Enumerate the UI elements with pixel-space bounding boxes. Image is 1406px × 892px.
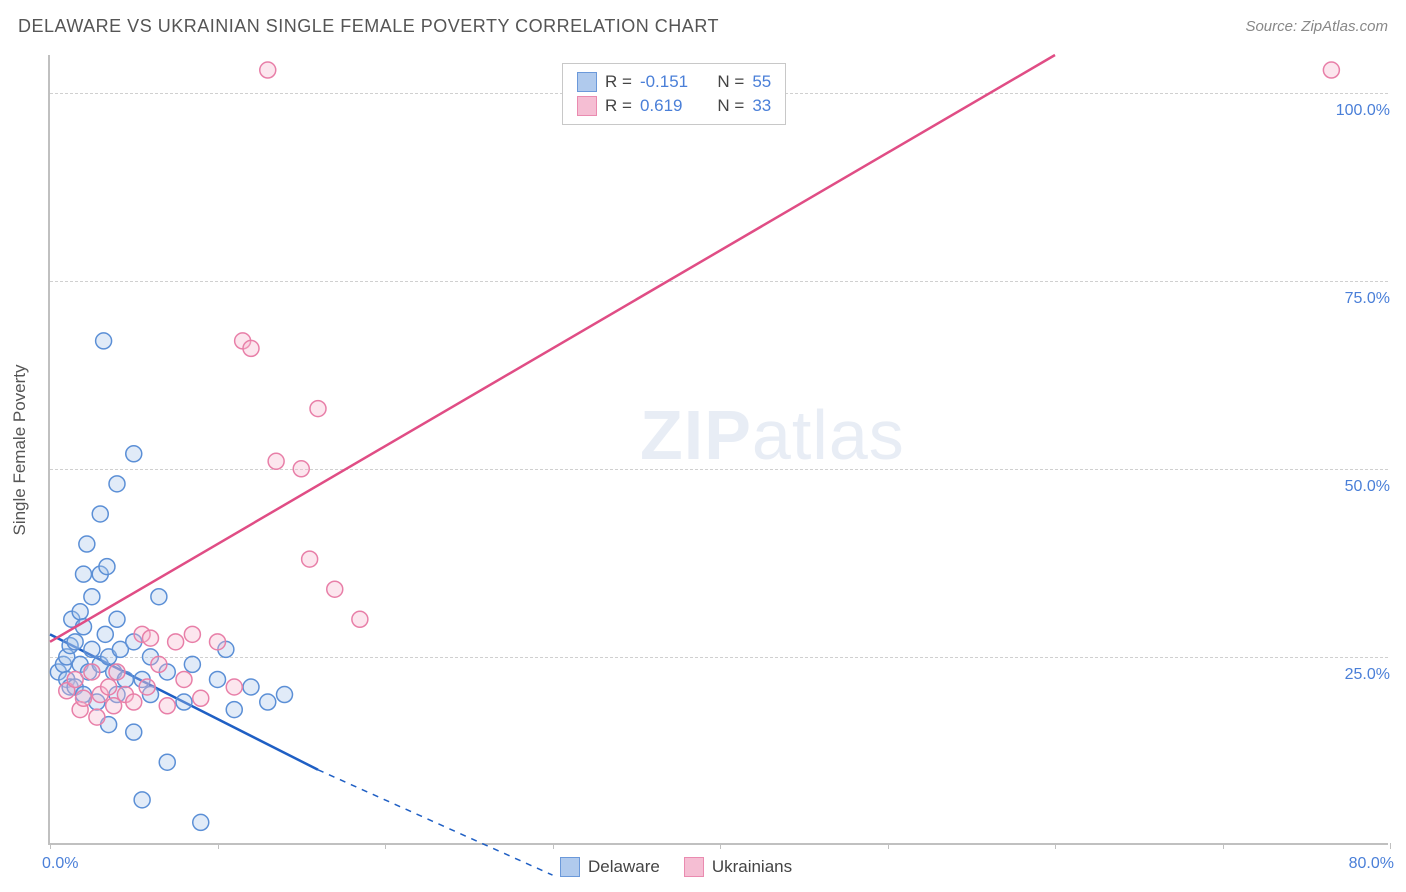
stat-n-label: N = [708,72,744,92]
data-point [184,656,200,672]
data-point [243,340,259,356]
data-point [67,634,83,650]
stat-r-label: R = [605,72,632,92]
data-point [67,671,83,687]
legend-swatch [577,72,597,92]
data-point [310,401,326,417]
data-point [159,698,175,714]
x-tick [1390,843,1391,849]
data-point [268,453,284,469]
correlation-legend: R = -0.151 N = 55R = 0.619 N = 33 [562,63,786,125]
legend-swatch [560,857,580,877]
stat-n-value: 33 [752,96,771,116]
series-name: Ukrainians [712,857,792,877]
data-point [193,690,209,706]
source-label: Source: ZipAtlas.com [1245,18,1388,35]
series-name: Delaware [588,857,660,877]
y-axis-label: Single Female Poverty [10,364,30,535]
series-legend-item: Ukrainians [684,857,792,877]
legend-swatch [577,96,597,116]
data-point [226,702,242,718]
x-tick [218,843,219,849]
data-point [302,551,318,567]
chart-title: DELAWARE VS UKRAINIAN SINGLE FEMALE POVE… [18,16,719,37]
x-tick [1055,843,1056,849]
x-tick [1223,843,1224,849]
data-point [126,694,142,710]
plot-box: 25.0%50.0%75.0%100.0% ZIPatlas R = -0.15… [48,55,1388,845]
legend-swatch [684,857,704,877]
x-tick [50,843,51,849]
data-point [352,611,368,627]
data-point [143,630,159,646]
data-point [260,62,276,78]
data-point [243,679,259,695]
data-point [109,664,125,680]
legend-stat-row: R = 0.619 N = 33 [577,94,771,118]
trend-line [50,55,1055,642]
data-point [134,792,150,808]
data-point [139,679,155,695]
data-point [76,566,92,582]
data-point [84,641,100,657]
x-tick [720,843,721,849]
data-point [89,709,105,725]
data-point [109,476,125,492]
data-point [99,559,115,575]
trend-line-extrapolated [318,770,553,875]
scatter-plot [50,55,1388,843]
data-point [184,626,200,642]
data-point [176,694,192,710]
data-point [72,604,88,620]
data-point [101,679,117,695]
data-point [210,634,226,650]
chart-area: 25.0%50.0%75.0%100.0% ZIPatlas R = -0.15… [48,55,1388,845]
data-point [97,626,113,642]
x-tick [553,843,554,849]
data-point [84,664,100,680]
data-point [151,589,167,605]
legend-stat-row: R = -0.151 N = 55 [577,70,771,94]
data-point [193,814,209,830]
data-point [226,679,242,695]
stat-n-label: N = [708,96,744,116]
stat-r-value: -0.151 [640,72,700,92]
data-point [210,671,226,687]
series-legend-item: Delaware [560,857,660,877]
data-point [76,690,92,706]
data-point [92,506,108,522]
data-point [79,536,95,552]
data-point [126,446,142,462]
data-point [327,581,343,597]
data-point [277,687,293,703]
data-point [1323,62,1339,78]
data-point [176,671,192,687]
data-point [293,461,309,477]
data-point [126,724,142,740]
series-legend: Delaware Ukrainians [560,857,792,877]
stat-n-value: 55 [752,72,771,92]
data-point [260,694,276,710]
data-point [109,611,125,627]
x-tick [888,843,889,849]
data-point [159,754,175,770]
data-point [84,589,100,605]
data-point [96,333,112,349]
x-axis-max-label: 80.0% [1349,855,1394,873]
stat-r-value: 0.619 [640,96,700,116]
x-tick [385,843,386,849]
x-axis-min-label: 0.0% [42,855,78,873]
data-point [168,634,184,650]
stat-r-label: R = [605,96,632,116]
data-point [151,656,167,672]
